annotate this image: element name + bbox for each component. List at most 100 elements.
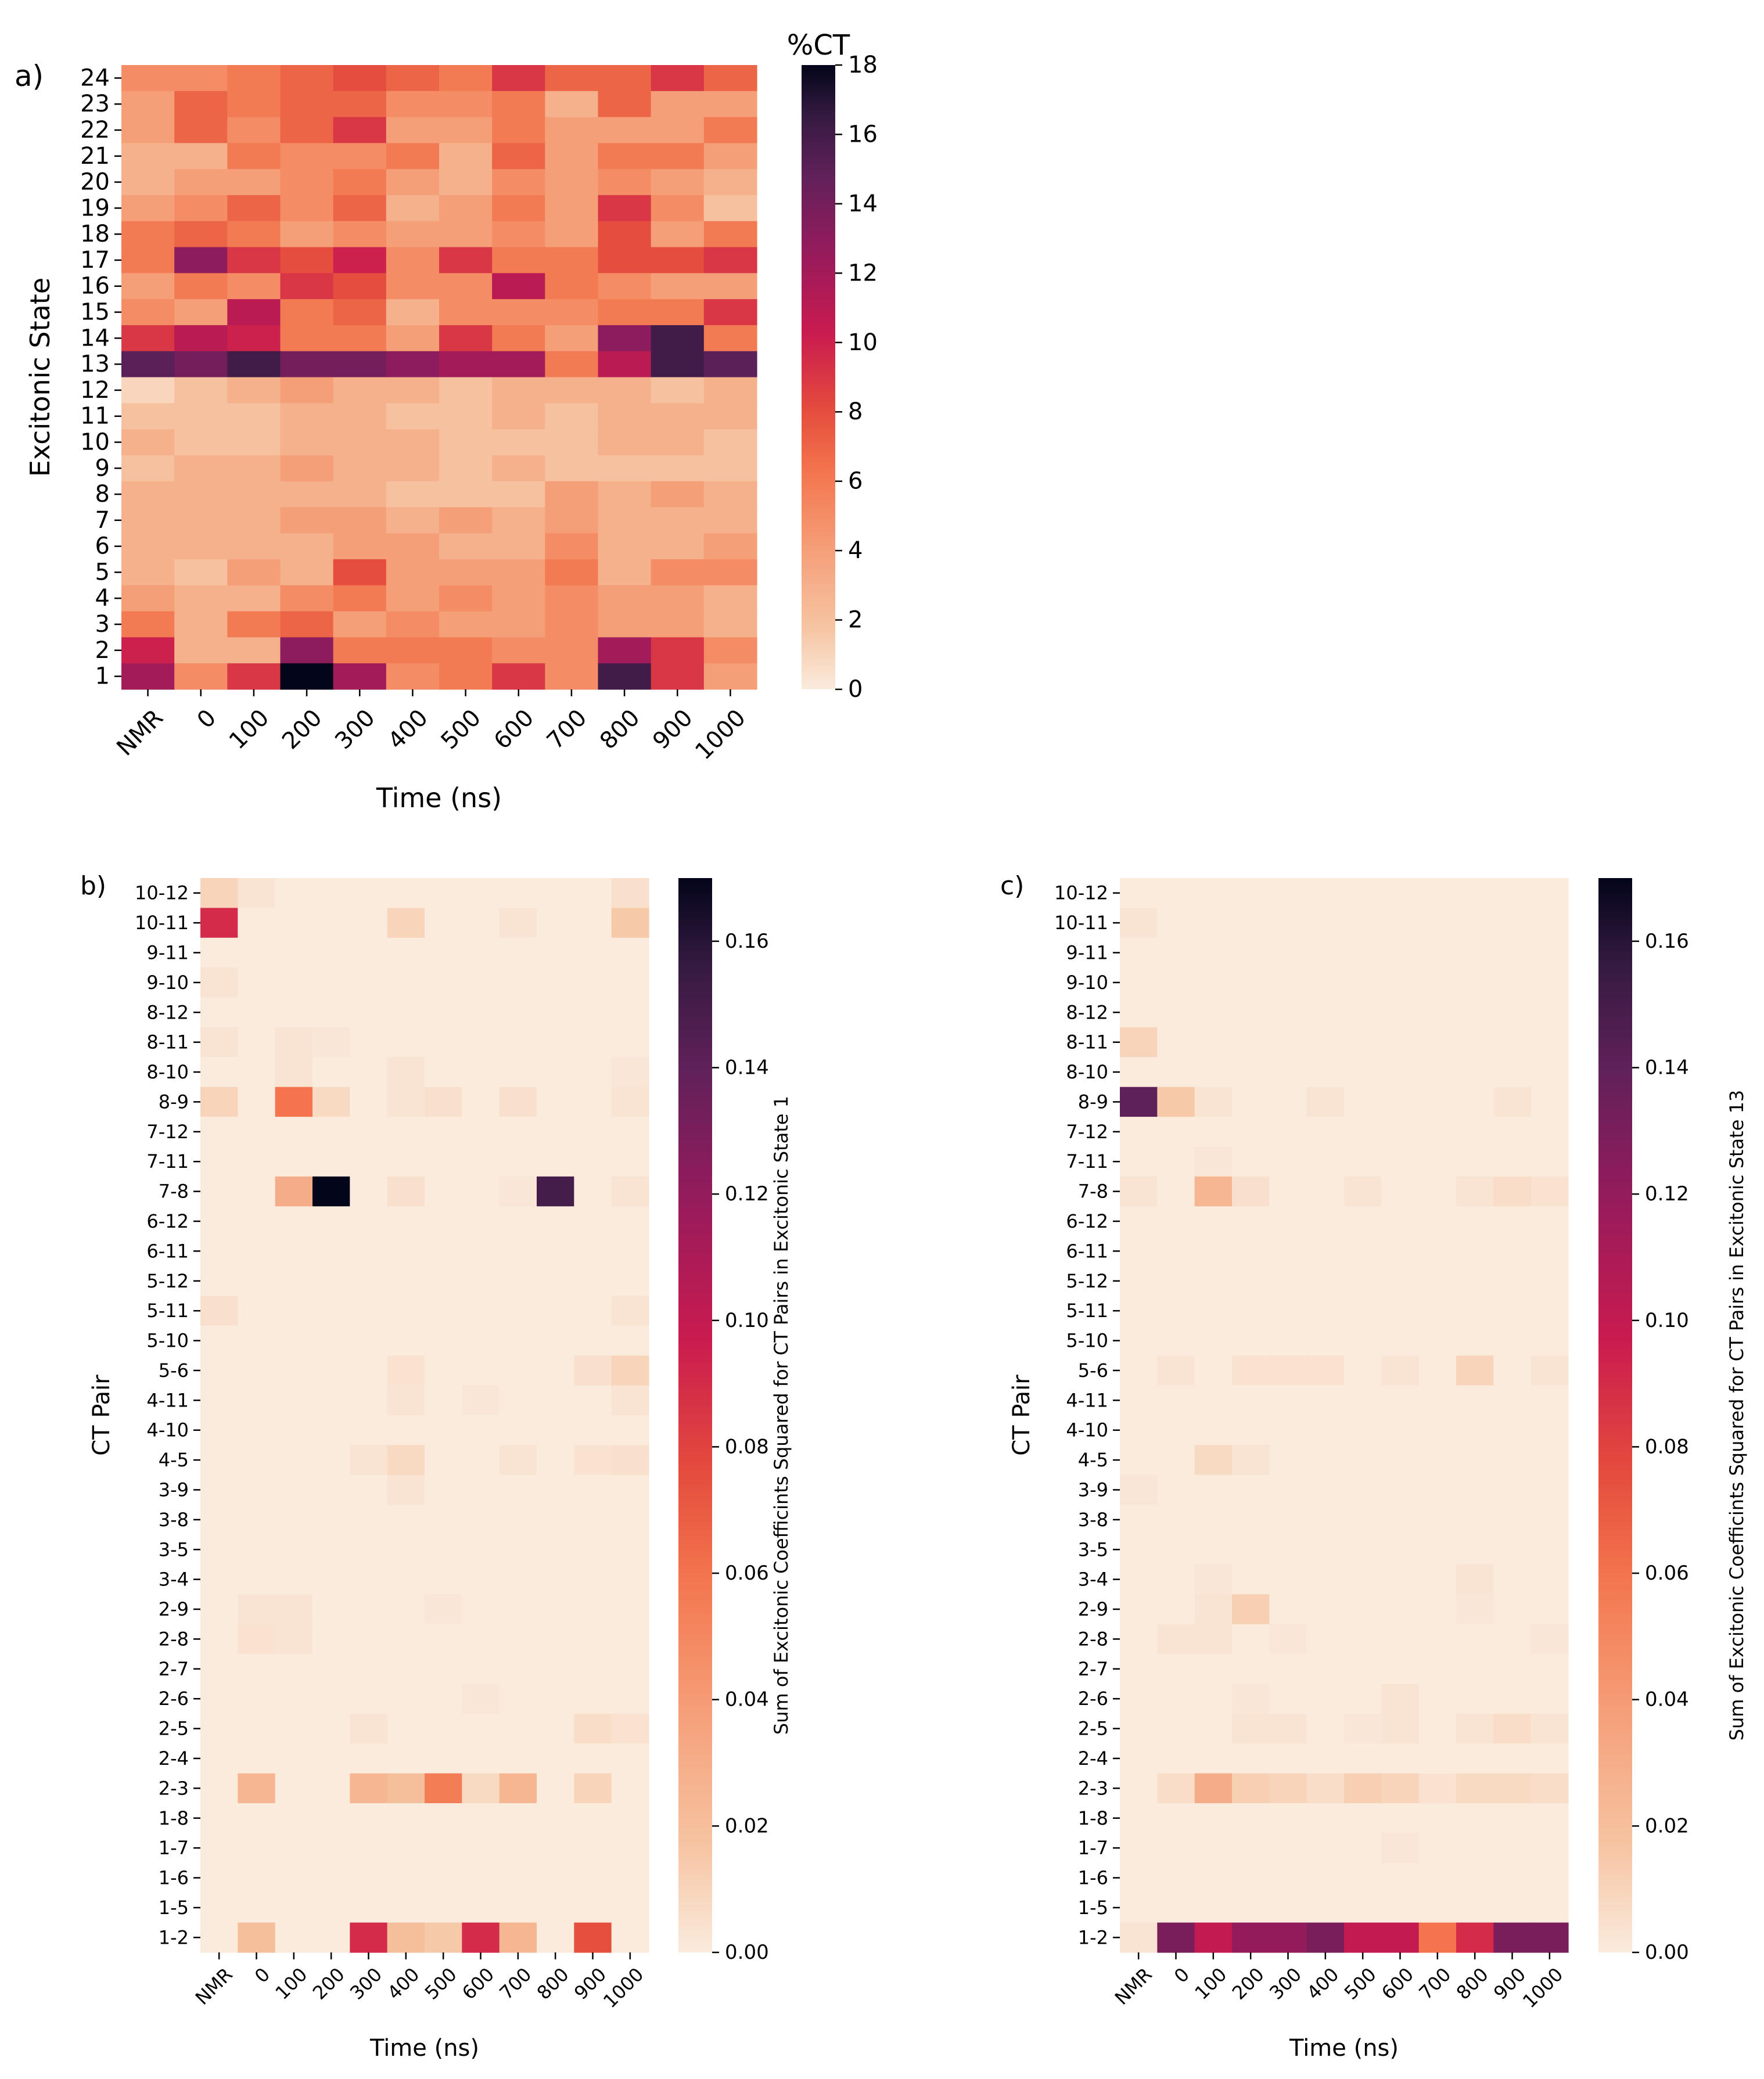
- heatmap-cell-c-4-10-500: [1344, 1415, 1382, 1445]
- heatmap-cell-a-16-600: [492, 273, 545, 300]
- heatmap-cell-a-18-0: [174, 221, 228, 248]
- heatmap-cell-a-5-600: [492, 559, 545, 586]
- heatmap-cell-c-4-11-400: [1306, 1385, 1345, 1416]
- heatmap-cell-a-24-400: [386, 65, 440, 92]
- heatmap-cell-c-5-6-100: [1194, 1355, 1233, 1386]
- y-tick-label-a: 11: [80, 403, 110, 430]
- heatmap-cell-a-22-200: [280, 117, 334, 143]
- y-tick-label-c: 4-5: [1078, 1449, 1108, 1471]
- heatmap-cell-a-9-500: [439, 455, 493, 482]
- heatmap-cell-a-10-0: [174, 429, 228, 456]
- heatmap-cell-c-5-11-800: [1456, 1296, 1494, 1326]
- heatmap-cell-c-3-5-100: [1194, 1534, 1233, 1565]
- heatmap-cell-c-4-5-0: [1157, 1445, 1195, 1476]
- heatmap-cell-b-8-12-700: [499, 997, 537, 1028]
- heatmap-cell-b-8-10-1000: [611, 1057, 649, 1088]
- heatmap-cell-a-17-100: [227, 247, 281, 274]
- heatmap-cell-b-8-9-200: [312, 1087, 350, 1117]
- heatmap-cell-a-9-600: [492, 455, 545, 482]
- heatmap-cell-c-4-10-1000: [1531, 1415, 1569, 1445]
- colorbar-tick-label-c: 0.08: [1645, 1435, 1689, 1458]
- heatmap-cell-b-4-11-800: [537, 1385, 574, 1416]
- heatmap-cell-a-7-200: [280, 507, 334, 534]
- heatmap-cell-c-4-5-100: [1194, 1445, 1233, 1476]
- x-tick-label-c: 0: [1170, 1963, 1194, 1987]
- heatmap-cell-c-5-10-0: [1157, 1325, 1195, 1356]
- heatmap-cell-b-5-10-300: [350, 1325, 388, 1356]
- heatmap-cell-b-10-12-200: [312, 878, 350, 908]
- heatmap-cell-b-4-10-200: [312, 1415, 350, 1445]
- heatmap-cell-c-2-6-NMR: [1120, 1684, 1158, 1714]
- heatmap-cell-b-3-5-1000: [611, 1534, 649, 1565]
- heatmap-cell-b-5-10-200: [312, 1325, 350, 1356]
- colorbar-tick-label-a: 10: [848, 329, 878, 356]
- heatmap-cell-b-2-7-200: [312, 1654, 350, 1685]
- heatmap-cell-b-10-11-0: [238, 908, 276, 938]
- heatmap-cell-b-2-5-NMR: [200, 1713, 238, 1744]
- heatmap-cell-b-2-5-700: [499, 1713, 537, 1744]
- heatmap-cell-c-5-6-400: [1306, 1355, 1345, 1386]
- heatmap-cell-c-8-10-NMR: [1120, 1057, 1158, 1088]
- heatmap-cell-c-2-8-700: [1418, 1624, 1457, 1654]
- heatmap-cell-c-2-5-500: [1344, 1713, 1382, 1744]
- heatmap-cell-a-15-1000: [703, 299, 757, 326]
- heatmap-cell-c-9-11-700: [1418, 937, 1457, 968]
- heatmap-cell-b-8-11-400: [387, 1027, 425, 1058]
- heatmap-cell-c-3-9-0: [1157, 1474, 1195, 1505]
- heatmap-cell-c-8-9-0: [1157, 1087, 1195, 1117]
- heatmap-cell-b-2-9-1000: [611, 1594, 649, 1625]
- heatmap-cell-b-1-8-500: [425, 1803, 462, 1834]
- heatmap-cell-a-18-1000: [703, 221, 757, 248]
- y-tick-label-b: 7-8: [159, 1181, 189, 1203]
- heatmap-cell-b-5-6-1000: [611, 1355, 649, 1386]
- x-tick-label-b: NMR: [191, 1963, 237, 2009]
- heatmap-cell-c-1-8-200: [1232, 1803, 1270, 1834]
- heatmap-cell-b-4-11-1000: [611, 1385, 649, 1416]
- heatmap-cell-a-18-700: [545, 221, 599, 248]
- heatmap-cell-b-5-12-200: [312, 1266, 350, 1297]
- heatmap-cell-c-1-7-600: [1381, 1833, 1420, 1864]
- y-tick-label-b: 8-11: [146, 1031, 189, 1053]
- heatmap-cell-a-21-0: [174, 143, 228, 170]
- heatmap-cell-b-6-12-900: [574, 1206, 612, 1237]
- heatmap-cell-b-1-2-100: [275, 1922, 313, 1953]
- y-tick-label-c: 10-12: [1054, 882, 1108, 904]
- heatmap-cell-a-21-300: [333, 143, 387, 170]
- y-tick-label-c: 8-11: [1066, 1031, 1108, 1053]
- heatmap-cell-c-5-6-0: [1157, 1355, 1195, 1386]
- heatmap-cell-c-5-12-500: [1344, 1266, 1382, 1297]
- heatmap-cell-b-2-5-100: [275, 1713, 313, 1744]
- heatmap-cell-c-3-4-100: [1194, 1564, 1233, 1595]
- heatmap-cell-b-4-5-100: [275, 1445, 313, 1476]
- heatmap-cell-a-24-900: [651, 65, 705, 92]
- heatmap-cell-c-4-11-100: [1194, 1385, 1233, 1416]
- heatmap-cell-b-3-5-0: [238, 1534, 276, 1565]
- heatmap-cell-b-1-5-NMR: [200, 1893, 238, 1923]
- y-axis-label-c: CT Pair: [1008, 1375, 1035, 1456]
- heatmap-cell-b-3-5-NMR: [200, 1534, 238, 1565]
- y-tick-label-a: 8: [95, 481, 110, 508]
- y-tick-label-a: 4: [95, 585, 110, 612]
- heatmap-cell-c-1-8-1000: [1531, 1803, 1569, 1834]
- x-tick-label-a: NMR: [112, 704, 168, 761]
- heatmap-cell-a-6-200: [280, 533, 334, 560]
- heatmap-cell-c-10-11-0: [1157, 908, 1195, 938]
- heatmap-cell-b-2-5-300: [350, 1713, 388, 1744]
- heatmap-cell-c-5-11-300: [1269, 1296, 1307, 1326]
- heatmap-cell-a-15-900: [651, 299, 705, 326]
- heatmap-cell-a-3-100: [227, 611, 281, 638]
- heatmap-cell-b-2-8-500: [425, 1624, 462, 1654]
- heatmap-cell-a-17-NMR: [121, 247, 175, 274]
- colorbar-tick-label-a: 4: [848, 537, 863, 564]
- heatmap-cell-c-5-10-200: [1232, 1325, 1270, 1356]
- heatmap-cell-c-2-4-800: [1456, 1743, 1494, 1774]
- heatmap-cell-b-2-6-1000: [611, 1684, 649, 1714]
- heatmap-cell-c-10-11-600: [1381, 908, 1420, 938]
- heatmap-cell-a-5-900: [651, 559, 705, 586]
- heatmap-cell-c-3-4-200: [1232, 1564, 1270, 1595]
- heatmap-cell-b-2-8-300: [350, 1624, 388, 1654]
- heatmap-cell-c-10-11-400: [1306, 908, 1345, 938]
- heatmap-cell-a-23-400: [386, 91, 440, 118]
- y-tick-label-a: 13: [80, 351, 110, 377]
- heatmap-cell-c-6-12-600: [1381, 1206, 1420, 1237]
